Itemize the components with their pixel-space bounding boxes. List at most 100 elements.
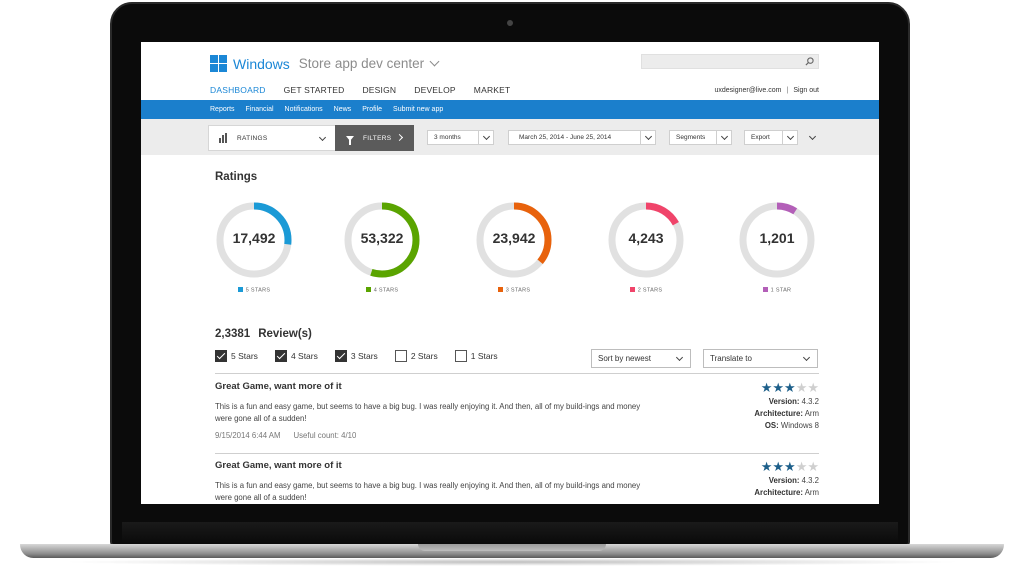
donut-3-stars: 23,942 (474, 200, 554, 280)
subnav-profile[interactable]: Profile (362, 106, 383, 113)
segments-value: Segments (676, 134, 706, 141)
legend-4-stars: 4 STARS (342, 287, 422, 294)
search-input[interactable] (641, 54, 819, 69)
translate-value: Translate to (710, 354, 752, 363)
report-type-dropdown[interactable]: RATINGS (208, 125, 336, 151)
legend-swatch (365, 287, 371, 292)
star-rating: ★★★★★ (754, 460, 819, 473)
star-empty-icon: ★ (807, 459, 819, 474)
date-range-value: March 25, 2014 - June 25, 2014 (519, 134, 612, 141)
chevron-down-icon[interactable] (429, 56, 440, 66)
subnav-financial[interactable]: Financial (245, 106, 274, 113)
subnav-notifications[interactable]: Notifications (284, 106, 323, 113)
architecture-value: Arm (804, 409, 819, 418)
subnav-news[interactable]: News (333, 106, 352, 113)
donut-arc (476, 202, 552, 278)
laptop-shadow (60, 558, 964, 566)
subnav-submit-new-app[interactable]: Submit new app (393, 106, 444, 113)
checkbox-label: 3 Stars (350, 351, 378, 361)
select-divider (716, 131, 717, 144)
nav-get-started[interactable]: GET STARTED (283, 85, 345, 95)
review-count-value: 2,3381 (215, 328, 251, 340)
review-title: Great Game, want more of it (215, 460, 342, 471)
star-filters: 5 Stars 4 Stars 3 Stars 2 Stars 1 Stars (215, 350, 515, 362)
laptop-base (20, 544, 1004, 558)
app-title: Store app dev center (298, 56, 425, 71)
sort-value: Sort by newest (598, 354, 651, 363)
architecture-label: Architecture: (754, 488, 803, 497)
donut-4-stars: 53,322 (342, 200, 422, 280)
legend-label: 3 STARS (505, 287, 531, 294)
filters-button[interactable]: FILTERS (335, 125, 414, 151)
star-filled-icon: ★ (772, 459, 785, 474)
chevron-down-icon (644, 132, 653, 141)
review-body: This is a fun and easy game, but seems t… (215, 402, 641, 423)
review-title: Great Game, want more of it (215, 381, 342, 392)
donut-2-stars: 4,243 (606, 200, 686, 280)
checkbox[interactable] (454, 350, 467, 362)
nav-market[interactable]: MARKET (473, 85, 511, 95)
rating-count: 1,201 (759, 230, 795, 246)
review-details: ★★★★★ Version: 4.3.2 Architecture: Arm (754, 460, 819, 497)
sign-out-link[interactable]: Sign out (793, 87, 819, 94)
report-type-label: RATINGS (237, 134, 268, 142)
chevron-right-icon (395, 133, 404, 142)
legend-label: 4 STARS (373, 287, 399, 294)
sort-dropdown[interactable]: Sort by newest (591, 349, 691, 368)
legend-swatch (497, 287, 503, 292)
legend-1-star: 1 STAR (737, 287, 817, 294)
filter-3-stars[interactable]: 3 Stars (334, 350, 378, 362)
star-filled-icon: ★ (760, 459, 773, 474)
legend-swatch (762, 287, 768, 292)
architecture-value: Arm (804, 488, 819, 497)
checkbox[interactable] (334, 350, 347, 362)
filter-4-stars[interactable]: 4 Stars (274, 350, 318, 362)
segments-select[interactable]: Segments (669, 130, 732, 145)
main-nav: DASHBOARD GET STARTED DESIGN DEVELOP MAR… (210, 85, 528, 95)
star-rating: ★★★★★ (754, 381, 819, 394)
review-item: Great Game, want more of it This is a fu… (215, 381, 819, 440)
rating-count: 53,322 (360, 230, 404, 246)
subnav-reports[interactable]: Reports (210, 106, 235, 113)
donut-arc (344, 202, 420, 278)
logo[interactable]: Windows Store app dev center (210, 55, 440, 72)
filter-5-stars[interactable]: 5 Stars (215, 350, 258, 362)
user-email[interactable]: uxdesigner@live.com (714, 87, 782, 94)
filter-2-stars[interactable]: 2 Stars (394, 350, 438, 362)
nav-develop[interactable]: DEVELOP (414, 85, 456, 95)
version-value: 4.3.2 (801, 397, 819, 406)
translate-dropdown[interactable]: Translate to (703, 349, 818, 368)
expand-chevron-icon[interactable] (808, 132, 817, 141)
donut-arc (216, 202, 292, 278)
review-item: Great Game, want more of it This is a fu… (215, 460, 819, 503)
review-details: ★★★★★ Version: 4.3.2 Architecture: Arm O… (754, 381, 819, 430)
screen: Windows Store app dev center DASHBOARD G… (141, 42, 879, 504)
period-select[interactable]: 3 months (427, 130, 494, 145)
sub-nav: Reports Financial Notifications News Pro… (141, 100, 879, 119)
version-label: Version: (768, 397, 800, 406)
period-value: 3 months (434, 134, 461, 141)
divider (215, 453, 819, 454)
date-range-select[interactable]: March 25, 2014 - June 25, 2014 (508, 130, 656, 145)
architecture-info: Architecture: Arm (754, 409, 819, 418)
os-info: OS: Windows 8 (754, 421, 819, 430)
donut-arc (739, 202, 815, 278)
checkbox[interactable] (274, 350, 287, 362)
star-filled-icon: ★ (760, 380, 773, 395)
camera-icon (507, 20, 513, 26)
chevron-down-icon (786, 132, 795, 141)
checkbox[interactable] (394, 350, 407, 362)
checkbox[interactable] (215, 350, 227, 362)
laptop-bezel (122, 522, 898, 544)
search-icon[interactable] (805, 57, 814, 66)
nav-dashboard[interactable]: DASHBOARD (210, 85, 266, 95)
export-select[interactable]: Export (744, 130, 798, 145)
nav-design[interactable]: DESIGN (362, 85, 397, 95)
select-divider (478, 131, 479, 144)
chevron-down-icon (720, 132, 729, 141)
filter-1-stars[interactable]: 1 Stars (454, 350, 498, 362)
laptop-notch (418, 544, 606, 551)
star-empty-icon: ★ (795, 380, 808, 395)
star-filled-icon: ★ (784, 380, 796, 395)
os-label: OS: (764, 421, 779, 430)
